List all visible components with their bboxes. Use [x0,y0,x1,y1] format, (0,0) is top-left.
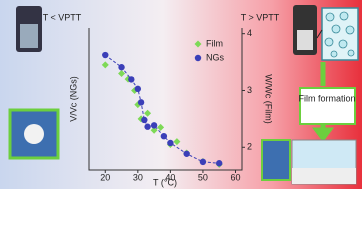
vial-liquid [20,24,38,48]
point [183,150,190,157]
y2-axis-label: W/Wc (Film) [264,74,274,123]
vial-gel [297,30,313,50]
annotation: T > VPTT [241,12,280,22]
process-label: Film formation [298,93,355,103]
point [150,122,158,129]
point [173,138,181,146]
legend-label: NGs [206,52,225,62]
point [128,76,135,83]
point [157,123,165,131]
x-tick-label: 20 [100,172,110,182]
point [118,64,125,71]
substrate [292,168,356,184]
y2-tick-label: 3 [247,85,252,95]
film-drop [24,124,44,144]
point [216,160,223,167]
y-axis-label: V/Vc (NGs) [68,76,78,122]
y2-tick-label: 4 [247,28,252,38]
x-tick-label: 30 [133,172,143,182]
point [102,51,109,59]
point [150,126,158,134]
x-axis-label: T (°C) [153,177,177,187]
figure: Film formation T < VPTT T > VPTT T (°C) … [0,0,362,189]
point [137,99,145,106]
legend-marker [194,40,202,48]
legend-marker [194,54,202,62]
nanogels [324,11,355,58]
connector [316,29,323,39]
point [118,69,126,77]
axes [88,28,243,171]
point [141,116,148,124]
annotation: T < VPTT [43,12,82,22]
point [134,85,142,93]
x-tick-label: 60 [230,172,240,182]
x-tick-label: 40 [165,172,175,182]
point [144,123,151,130]
legend-label: Film [206,38,223,48]
point [101,61,109,69]
point [167,139,174,147]
arrow [312,62,334,143]
point [144,109,152,117]
point [199,158,207,166]
point [160,132,168,140]
x-tick-label: 50 [198,172,208,182]
film-photo [261,139,291,181]
process-box [299,87,356,125]
y2-tick-label: 2 [247,142,252,152]
